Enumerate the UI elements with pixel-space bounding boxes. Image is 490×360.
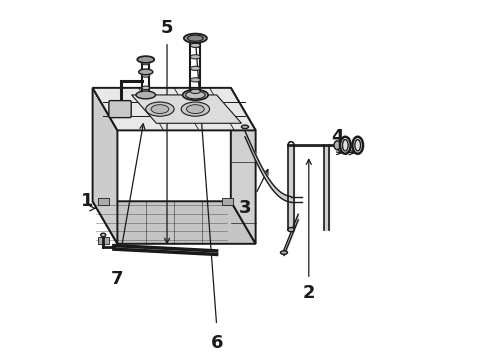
Text: 7: 7 bbox=[111, 270, 123, 288]
Ellipse shape bbox=[146, 102, 174, 116]
Text: 1: 1 bbox=[81, 192, 94, 210]
Ellipse shape bbox=[191, 55, 200, 59]
Polygon shape bbox=[93, 88, 118, 244]
Ellipse shape bbox=[142, 74, 149, 77]
Ellipse shape bbox=[186, 91, 205, 99]
Ellipse shape bbox=[142, 61, 149, 65]
Ellipse shape bbox=[343, 140, 348, 151]
Ellipse shape bbox=[184, 33, 207, 43]
Text: 5: 5 bbox=[161, 19, 173, 37]
Ellipse shape bbox=[191, 43, 200, 48]
Polygon shape bbox=[132, 95, 242, 123]
Polygon shape bbox=[231, 88, 256, 244]
Ellipse shape bbox=[137, 56, 154, 63]
Ellipse shape bbox=[187, 35, 203, 41]
Ellipse shape bbox=[101, 233, 106, 237]
Ellipse shape bbox=[142, 86, 149, 90]
Ellipse shape bbox=[191, 66, 200, 71]
Ellipse shape bbox=[139, 69, 153, 75]
Bar bbox=[98, 237, 109, 244]
Polygon shape bbox=[93, 88, 256, 130]
Ellipse shape bbox=[181, 102, 210, 116]
Ellipse shape bbox=[288, 228, 294, 232]
Ellipse shape bbox=[187, 105, 204, 113]
Ellipse shape bbox=[191, 89, 200, 94]
Ellipse shape bbox=[242, 125, 248, 129]
Ellipse shape bbox=[334, 141, 341, 150]
Text: 4: 4 bbox=[331, 129, 343, 147]
Text: 2: 2 bbox=[302, 284, 315, 302]
Ellipse shape bbox=[191, 78, 200, 82]
Ellipse shape bbox=[280, 251, 288, 254]
Bar bbox=[98, 198, 109, 205]
Ellipse shape bbox=[183, 90, 208, 100]
Polygon shape bbox=[93, 201, 256, 244]
FancyBboxPatch shape bbox=[109, 100, 131, 118]
Text: 6: 6 bbox=[210, 334, 223, 352]
Text: 3: 3 bbox=[239, 199, 251, 217]
Ellipse shape bbox=[355, 140, 361, 151]
Ellipse shape bbox=[136, 91, 155, 99]
Ellipse shape bbox=[151, 105, 169, 113]
Bar bbox=[222, 198, 233, 205]
